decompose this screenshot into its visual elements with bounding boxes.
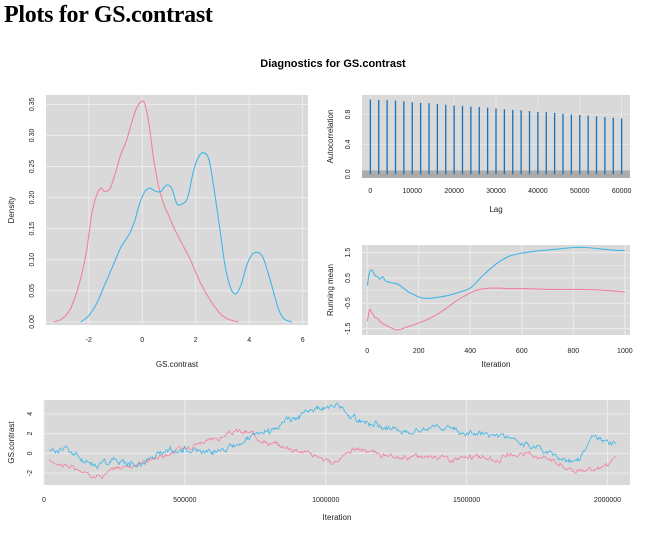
x-tick-label: 4	[247, 337, 251, 344]
running-mean-line-chain-2	[366, 246, 625, 299]
x-tick-label: 500000	[173, 497, 196, 504]
trace-background	[44, 400, 630, 485]
y-tick-label: 1.5	[345, 248, 352, 258]
x-axis-label: Lag	[489, 205, 502, 214]
y-tick-label: 4	[27, 412, 34, 416]
x-tick-label: 20000	[444, 188, 464, 195]
x-tick-label: 0	[365, 348, 369, 355]
y-tick-label: 0.30	[29, 128, 36, 142]
page-title: Plots for GS.contrast	[4, 2, 213, 28]
y-axis-label: GS.contrast	[7, 421, 16, 464]
x-axis-label: Iteration	[482, 360, 511, 369]
density-background	[46, 95, 308, 325]
x-tick-label: 1000	[617, 348, 633, 355]
density-line-chain-1	[53, 100, 239, 323]
x-tick-label: 30000	[486, 188, 506, 195]
y-tick-label: 0.35	[29, 97, 36, 111]
y-tick-label: 0.00	[29, 315, 36, 329]
running-mean-line-chain-1	[366, 287, 625, 331]
density-line-chain-2	[80, 152, 293, 323]
y-tick-label: 0.05	[29, 284, 36, 298]
y-tick-label: 0.20	[29, 191, 36, 205]
x-axis-label: Iteration	[323, 513, 352, 522]
y-tick-label: 2	[27, 432, 34, 436]
x-tick-label: 50000	[570, 188, 590, 195]
y-tick-label: 0.25	[29, 160, 36, 174]
x-tick-label: 1500000	[453, 497, 480, 504]
x-tick-label: 0	[140, 337, 144, 344]
x-tick-label: 10000	[403, 188, 423, 195]
x-tick-label: 1000000	[312, 497, 339, 504]
y-axis-label: Autocorrelation	[326, 110, 335, 164]
y-tick-label: 0	[27, 451, 34, 455]
y-axis-label: Running mean	[326, 264, 335, 316]
trace-line-chain-1	[49, 428, 617, 480]
y-tick-label: 0.4	[345, 139, 352, 149]
autocorrelation-panel: 0 10000 20000 30000 40000 50000 60000 0.0 0.4 0.8…	[326, 95, 631, 214]
x-tick-label: 800	[567, 348, 579, 355]
y-tick-label: 0.8	[345, 109, 352, 119]
figure-title: Diagnostics for GS.contrast	[260, 58, 406, 70]
x-tick-label: 600	[516, 348, 528, 355]
y-tick-label: 0.10	[29, 253, 36, 267]
y-tick-label: 0.15	[29, 222, 36, 236]
x-tick-label: 0	[42, 497, 46, 504]
x-axis-label: GS.contrast	[156, 360, 199, 369]
x-tick-label: 40000	[528, 188, 548, 195]
y-tick-label: 0.5	[345, 273, 352, 283]
y-tick-label: 0.0	[345, 169, 352, 179]
x-tick-label: 2	[194, 337, 198, 344]
y-tick-label: -0.5	[345, 297, 352, 309]
x-tick-label: 6	[301, 337, 305, 344]
x-tick-label: -2	[86, 337, 92, 344]
y-tick-label: -2	[27, 470, 34, 476]
trace-line-chain-2	[49, 402, 617, 470]
y-axis-label: Density	[7, 197, 16, 224]
x-tick-label: 400	[464, 348, 476, 355]
x-tick-label: 200	[413, 348, 425, 355]
running-mean-panel: 0 200 400 600 800 1000 -1.5 -0.5 0.5 1.5 Iteration…	[326, 245, 633, 369]
y-tick-label: -1.5	[345, 323, 352, 335]
x-tick-label: 0	[368, 188, 372, 195]
x-tick-label: 60000	[612, 188, 632, 195]
x-tick-label: 2000000	[594, 497, 621, 504]
density-panel: -2 0 2 4 6 0.00 0.05 0.10 0.15 0.20 0.25 0.30 0.35 GS…	[7, 95, 308, 369]
trace-panel: 0 500000 1000000 1500000 2000000 -2 0 2 4 Iterati…	[7, 400, 630, 522]
